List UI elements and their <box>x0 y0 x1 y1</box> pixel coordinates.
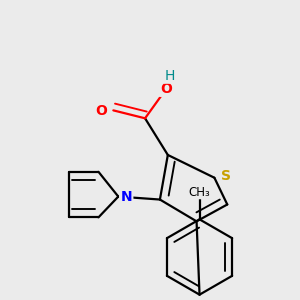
Text: S: S <box>221 169 231 183</box>
Text: O: O <box>160 82 172 96</box>
Text: N: N <box>120 190 132 204</box>
Text: H: H <box>165 69 175 83</box>
Text: O: O <box>95 104 107 118</box>
Text: CH₃: CH₃ <box>189 186 210 199</box>
